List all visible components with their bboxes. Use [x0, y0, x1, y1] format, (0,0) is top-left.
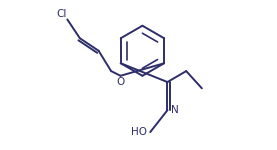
- Text: HO: HO: [131, 127, 147, 137]
- Text: Cl: Cl: [56, 9, 66, 19]
- Text: O: O: [116, 76, 125, 87]
- Text: N: N: [171, 105, 179, 115]
